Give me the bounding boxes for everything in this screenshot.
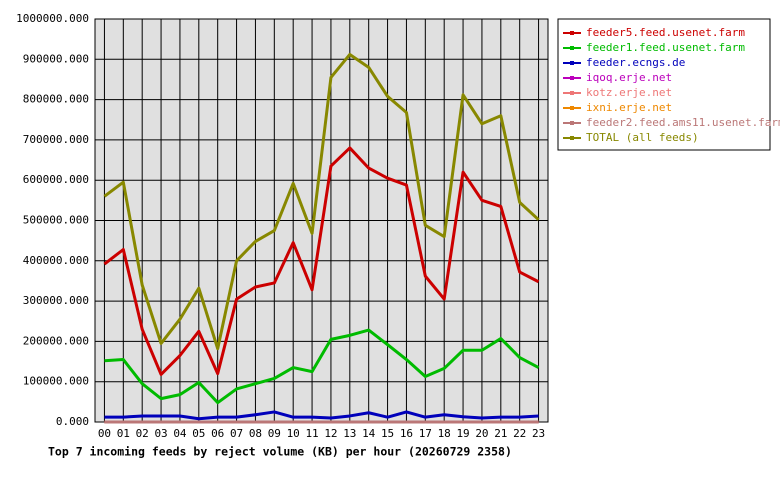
x-tick-label: 04	[173, 427, 187, 440]
legend-label: TOTAL (all feeds)	[586, 131, 699, 144]
y-tick-label: 200000.000	[23, 334, 89, 347]
legend-marker	[570, 106, 574, 110]
y-tick-label: 600000.000	[23, 173, 89, 186]
y-tick-label: 700000.000	[23, 133, 89, 146]
legend-marker	[570, 61, 574, 65]
x-tick-label: 00	[98, 427, 111, 440]
x-tick-label: 19	[456, 427, 469, 440]
x-tick-label: 23	[532, 427, 545, 440]
legend-marker	[570, 46, 574, 50]
x-tick-label: 22	[513, 427, 526, 440]
legend-label: feeder2.feed.ams11.usenet.farm	[586, 116, 780, 129]
x-tick-label: 09	[268, 427, 281, 440]
x-tick-label: 05	[192, 427, 205, 440]
x-tick-label: 21	[494, 427, 507, 440]
y-tick-label: 300000.000	[23, 294, 89, 307]
x-tick-label: 07	[230, 427, 243, 440]
series-line	[103, 146, 540, 376]
series-line	[103, 52, 540, 351]
y-tick-label: 0.000	[56, 415, 89, 428]
y-tick-label: 900000.000	[23, 52, 89, 65]
series-line	[104, 328, 540, 405]
x-tick-label: 17	[419, 427, 432, 440]
x-tick-label: 12	[324, 427, 337, 440]
x-tick-label: 06	[211, 427, 224, 440]
x-tick-label: 20	[475, 427, 488, 440]
legend-label: kotz.erje.net	[586, 86, 672, 99]
series-line	[104, 410, 539, 421]
legend-label: feeder1.feed.usenet.farm	[586, 41, 745, 54]
legend-marker	[570, 31, 574, 35]
legend-label: iqoq.erje.net	[586, 71, 672, 84]
x-tick-label: 15	[381, 427, 394, 440]
y-tick-label: 400000.000	[23, 254, 89, 267]
legend-marker	[570, 76, 574, 80]
x-tick-label: 01	[117, 427, 130, 440]
x-tick-label: 18	[438, 427, 451, 440]
legend-marker	[570, 121, 574, 125]
legend-label: feeder5.feed.usenet.farm	[586, 26, 745, 39]
x-tick-label: 16	[400, 427, 413, 440]
legend-label: feeder.ecngs.de	[586, 56, 685, 69]
y-tick-label: 800000.000	[23, 93, 89, 106]
chart-title: Top 7 incoming feeds by reject volume (K…	[48, 445, 512, 459]
x-tick-label: 08	[249, 427, 262, 440]
x-tick-label: 03	[154, 427, 167, 440]
x-tick-label: 14	[362, 427, 376, 440]
x-tick-label: 13	[343, 427, 356, 440]
legend-box	[557, 18, 771, 151]
x-tick-label: 02	[136, 427, 149, 440]
legend-marker	[570, 91, 574, 95]
x-tick-label: 10	[287, 427, 300, 440]
legend-marker	[570, 136, 574, 140]
y-tick-label: 1000000.000	[16, 12, 89, 25]
legend-label: ixni.erje.net	[586, 101, 672, 114]
x-tick-label: 11	[305, 427, 318, 440]
y-tick-label: 100000.000	[23, 375, 89, 388]
y-tick-label: 500000.000	[23, 214, 89, 227]
